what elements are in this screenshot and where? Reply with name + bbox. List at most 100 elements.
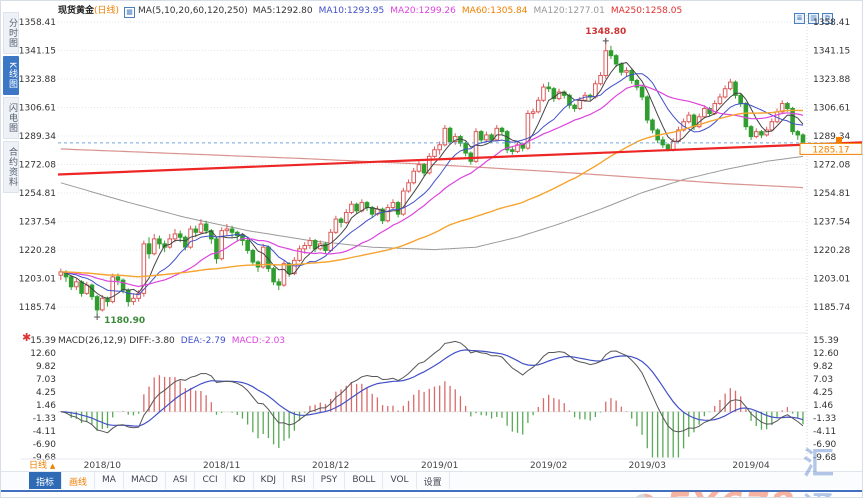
svg-text:1358.41: 1358.41 xyxy=(19,18,56,28)
window-icons: ≣ ▥ ⧉ xyxy=(794,13,833,24)
timeframe-selector-label: 日线 xyxy=(29,461,48,471)
toolbar-tab-指标[interactable]: 指标 xyxy=(29,472,63,489)
svg-text:2019/04: 2019/04 xyxy=(732,461,770,471)
macd-header-segment: MACD(26,12,9) DIFF:-3.80 xyxy=(58,336,175,346)
svg-text:1185.74: 1185.74 xyxy=(19,303,56,313)
svg-text:1341.15: 1341.15 xyxy=(813,47,850,57)
current-price-tag xyxy=(799,142,862,155)
sidebar-item-3[interactable]: 闪电图 xyxy=(3,96,19,139)
toolbar-tab-BOLL[interactable]: BOLL xyxy=(345,472,384,489)
svg-text:12.60: 12.60 xyxy=(30,349,56,359)
svg-text:1341.15: 1341.15 xyxy=(19,47,56,57)
toolbar-tab-RSI[interactable]: RSI xyxy=(284,472,314,489)
svg-text:-4.11: -4.11 xyxy=(33,427,56,437)
indicator-settings-icon[interactable]: ✱ xyxy=(22,331,32,344)
svg-text:1285.17: 1285.17 xyxy=(812,145,849,155)
svg-text:7.03: 7.03 xyxy=(813,375,833,385)
svg-text:2018/12: 2018/12 xyxy=(312,461,349,471)
svg-text:1323.88: 1323.88 xyxy=(813,75,850,85)
ma-value: MA120:1277.01 xyxy=(533,6,605,16)
sidebar-item-4[interactable]: 合约资料 xyxy=(3,140,19,193)
svg-text:1203.01: 1203.01 xyxy=(19,275,56,285)
svg-text:-9.68: -9.68 xyxy=(33,453,57,463)
timeframe-selector[interactable]: 日线 ▲ xyxy=(29,458,55,471)
svg-text:-6.90: -6.90 xyxy=(813,440,837,450)
svg-text:2018/11: 2018/11 xyxy=(203,461,240,471)
toolbar-tab-PSY[interactable]: PSY xyxy=(314,472,346,489)
indicator-toolbar: 指标 画线 MA MACD ASI CCI KD KDJ RSI PSY BOLL VOL 设置 xyxy=(1,471,862,489)
svg-text:1272.08: 1272.08 xyxy=(19,161,56,171)
svg-text:1272.08: 1272.08 xyxy=(813,161,850,171)
svg-text:15.39: 15.39 xyxy=(813,336,839,346)
ma-value: MA5:1292.80 xyxy=(252,6,313,16)
toolbar-tab-MA[interactable]: MA xyxy=(95,472,124,489)
current-price-marker xyxy=(836,136,842,143)
toolbar-tab-KD[interactable]: KD xyxy=(226,472,254,489)
svg-text:9.82: 9.82 xyxy=(813,362,833,372)
toolbar-tab-MACD[interactable]: MACD xyxy=(124,472,166,489)
kline-icon[interactable]: ▥ xyxy=(808,13,819,24)
sidebar: 分时图 K线图 闪电图 合约资料 xyxy=(2,12,20,195)
indicator-grid-icon: ▦ xyxy=(124,7,136,18)
svg-text:1306.61: 1306.61 xyxy=(813,104,850,114)
svg-text:15.39: 15.39 xyxy=(30,336,56,346)
svg-text:4.25: 4.25 xyxy=(813,388,833,398)
ma-value: MA10:1293.95 xyxy=(318,6,385,16)
svg-text:1220.28: 1220.28 xyxy=(19,246,56,256)
svg-text:-4.11: -4.11 xyxy=(813,427,836,437)
svg-text:1203.01: 1203.01 xyxy=(813,275,850,285)
svg-text:1254.81: 1254.81 xyxy=(19,189,56,199)
symbol-title: 现货黄金 xyxy=(58,6,95,16)
svg-text:1254.81: 1254.81 xyxy=(813,189,850,199)
svg-text:12.60: 12.60 xyxy=(813,349,839,359)
x-axis-labels: 2018/10 2018/11 2018/12 2019/01 2019/02 2019/… xyxy=(84,461,770,471)
toolbar-tab-设置[interactable]: 设置 xyxy=(417,472,450,489)
svg-text:1220.28: 1220.28 xyxy=(813,246,850,256)
svg-text:-9.68: -9.68 xyxy=(813,453,837,463)
svg-text:-1.33: -1.33 xyxy=(813,414,836,424)
svg-text:4.25: 4.25 xyxy=(36,388,56,398)
svg-text:1.46: 1.46 xyxy=(36,401,56,411)
svg-text:1185.74: 1185.74 xyxy=(813,303,850,313)
timeframe-label: (日线) xyxy=(94,6,120,16)
svg-text:9.82: 9.82 xyxy=(36,362,56,372)
ma-value: MA20:1299.26 xyxy=(390,6,456,16)
svg-text:2019/01: 2019/01 xyxy=(421,461,458,471)
chart-header: 现货黄金(日线) ▦ MA(5,10,20,60,120,250) MA5:1292.… xyxy=(58,3,688,18)
chevron-up-icon: ▲ xyxy=(49,462,56,470)
svg-text:1180.90: 1180.90 xyxy=(104,316,145,326)
toolbar-tab-KDJ[interactable]: KDJ xyxy=(254,472,285,489)
svg-text:1289.34: 1289.34 xyxy=(813,132,850,142)
svg-text:2019/02: 2019/02 xyxy=(530,461,567,471)
ma-value: MA60:1305.84 xyxy=(461,6,528,16)
list-icon[interactable]: ≣ xyxy=(794,13,805,24)
svg-text:1348.80: 1348.80 xyxy=(585,27,626,37)
ma-value: MA250:1258.05 xyxy=(610,6,683,16)
svg-text:2019/03: 2019/03 xyxy=(629,461,666,471)
svg-text:1237.54: 1237.54 xyxy=(813,218,850,228)
toolbar-tab-ASI[interactable]: ASI xyxy=(166,472,196,489)
svg-text:1237.54: 1237.54 xyxy=(19,218,56,228)
svg-text:7.03: 7.03 xyxy=(36,375,56,385)
toolbar-tab-画线[interactable]: 画线 xyxy=(62,472,96,489)
sidebar-item-1[interactable]: 分时图 xyxy=(3,12,19,54)
bottom-border xyxy=(1,490,862,492)
sidebar-item-2[interactable]: K线图 xyxy=(3,56,19,95)
svg-text:1306.61: 1306.61 xyxy=(19,104,56,114)
svg-text:1.46: 1.46 xyxy=(813,401,833,411)
ma-settings-label: MA(5,10,20,60,120,250) xyxy=(138,6,248,16)
toolbar-tab-CCI[interactable]: CCI xyxy=(195,472,226,489)
macd-header-segment: MACD:-2.03 xyxy=(231,336,286,346)
svg-text:1289.34: 1289.34 xyxy=(19,132,56,142)
macd-header: MACD(26,12,9) DIFF:-3.80 DEA:-2.79 MACD:-2… xyxy=(58,336,291,346)
svg-text:-6.90: -6.90 xyxy=(33,440,57,450)
svg-text:-1.33: -1.33 xyxy=(33,414,56,424)
toolbar-tab-VOL[interactable]: VOL xyxy=(383,472,417,489)
macd-header-segment: DEA:-2.79 xyxy=(180,336,226,346)
svg-text:1323.88: 1323.88 xyxy=(19,75,56,85)
svg-text:2018/10: 2018/10 xyxy=(84,461,122,471)
svg-text:1358.41: 1358.41 xyxy=(813,18,850,28)
fullscreen-icon[interactable]: ⧉ xyxy=(822,13,833,24)
